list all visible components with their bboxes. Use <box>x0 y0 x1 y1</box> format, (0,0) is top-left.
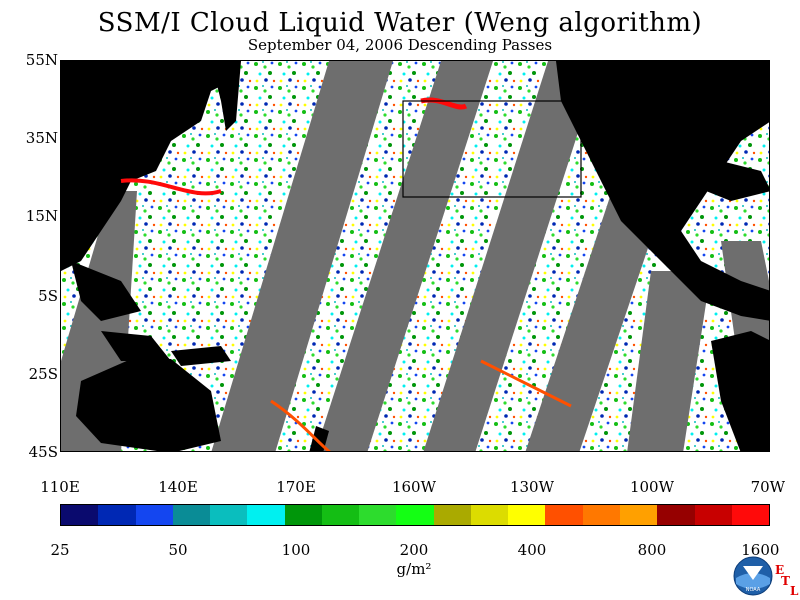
colorbar-segment <box>470 505 509 525</box>
chart-subtitle: September 04, 2006 Descending Passes <box>247 36 553 54</box>
lat-label: 45S <box>28 443 58 461</box>
swath-gap <box>315 61 493 451</box>
south-america-landmass <box>711 331 769 451</box>
rainband <box>420 97 468 110</box>
colorbar-tick-label: 50 <box>168 541 188 559</box>
lon-label: 110E <box>40 478 80 496</box>
indochina-landmass <box>71 261 141 321</box>
chart-title: SSM/I Cloud Liquid Water (Weng algorithm… <box>97 8 703 38</box>
etl-letter: T <box>781 574 790 588</box>
lat-label: 35N <box>25 129 58 147</box>
colorbar-segment <box>210 505 248 525</box>
colorbar-segment <box>61 505 99 525</box>
colorbar-tick-label: 400 <box>517 541 547 559</box>
lon-label: 70W <box>750 478 786 496</box>
colorbar-segment <box>396 505 434 525</box>
colorbar-segment <box>135 505 173 525</box>
colorbar-segment <box>359 505 397 525</box>
colorbar-segment <box>545 505 583 525</box>
lon-label: 140E <box>158 478 198 496</box>
etl-letter: L <box>790 584 799 598</box>
colorbar-segment <box>98 505 136 525</box>
map-panel <box>60 60 770 452</box>
etl-letter: E <box>775 563 785 577</box>
colorbar-segment <box>619 505 658 525</box>
japan-landmass <box>211 61 241 131</box>
colorbar-tick-label: 1600 <box>741 541 780 559</box>
colorbar-segment <box>284 505 322 525</box>
rainband <box>120 178 222 196</box>
region-box <box>402 100 582 198</box>
svg-text:NOAA: NOAA <box>746 587 761 593</box>
map-svg <box>61 61 769 451</box>
colorbar-tick-label: 200 <box>399 541 429 559</box>
swath-gap <box>423 61 601 451</box>
colorbar-segment <box>657 505 695 525</box>
swath-gap <box>211 61 393 451</box>
gulf-coast-landmass <box>681 161 769 201</box>
lat-label: 15N <box>25 207 58 225</box>
lon-label: 130W <box>509 478 555 496</box>
australia-landmass <box>76 359 221 451</box>
rainband <box>480 359 572 408</box>
swath-gap <box>627 271 711 451</box>
asia-landmass <box>61 61 241 271</box>
lat-label: 5S <box>38 287 58 305</box>
colorbar <box>60 504 770 526</box>
colorbar-tick-label: 25 <box>50 541 70 559</box>
new-guinea-landmass <box>171 346 231 366</box>
colorbar-segment <box>321 505 360 525</box>
colorbar-segment <box>508 505 546 525</box>
colorbar-segment <box>582 505 620 525</box>
lat-label: 25S <box>28 365 58 383</box>
colorbar-segment <box>247 505 285 525</box>
noaa-logo-icon: NOAA <box>733 556 773 596</box>
north-america-landmass <box>556 61 769 321</box>
colorbar-segment <box>694 505 732 525</box>
lat-label: 55N <box>25 51 58 69</box>
colorbar-segment <box>433 505 471 525</box>
new-zealand-landmass <box>309 426 329 451</box>
colorbar-segment <box>172 505 211 525</box>
colorbar-segment <box>731 505 770 525</box>
lon-label: 170E <box>276 478 316 496</box>
rainband <box>270 399 331 451</box>
lon-label: 160W <box>391 478 437 496</box>
colorbar-units: g/m² <box>396 560 432 578</box>
borneo-landmass <box>101 331 171 361</box>
colorbar-tick-label: 100 <box>281 541 311 559</box>
lon-label: 100W <box>629 478 675 496</box>
colorbar-tick-label: 800 <box>637 541 667 559</box>
